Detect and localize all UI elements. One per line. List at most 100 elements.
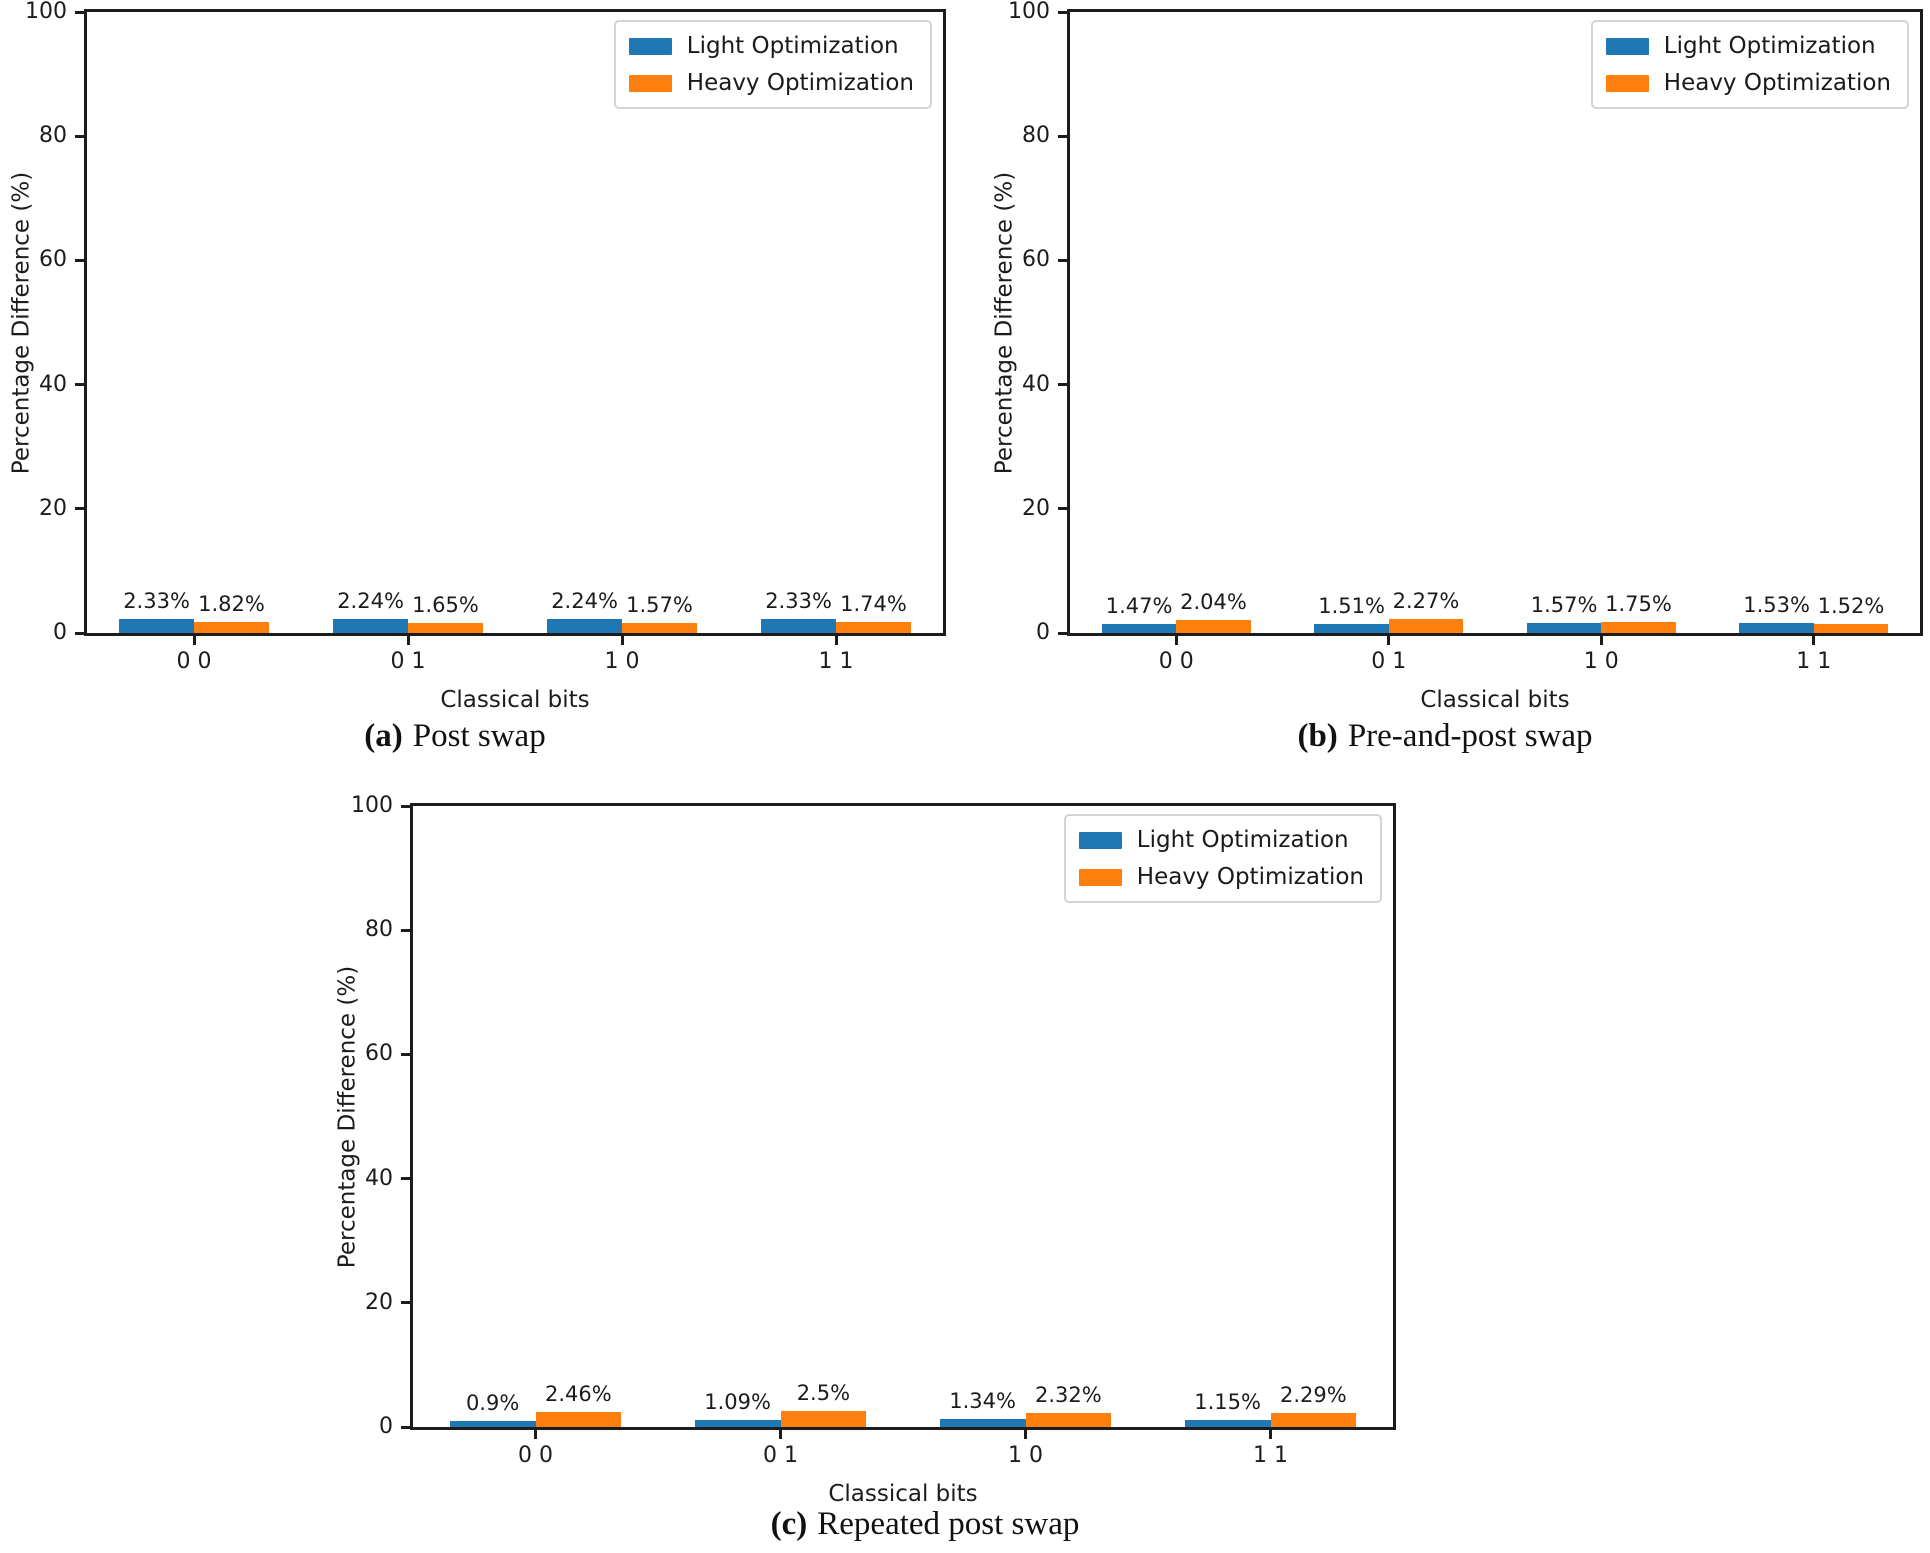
- bar-light-optimization: [1101, 623, 1177, 633]
- x-tick-label: 1 0: [1008, 1443, 1043, 1468]
- bar-light-optimization: [1526, 623, 1602, 633]
- legend-label: Heavy Optimization: [1663, 70, 1891, 96]
- bar-value-label: 1.82%: [198, 591, 265, 616]
- legend-item: Light Optimization: [1078, 825, 1364, 855]
- y-tick-label: 20: [1022, 495, 1050, 521]
- legend-item: Light Optimization: [1605, 31, 1891, 61]
- x-axis-label: Classical bits: [440, 687, 590, 713]
- bar-heavy-optimization: [1176, 620, 1251, 633]
- x-tick-mark: [192, 636, 196, 645]
- y-tick-label: 40: [1022, 371, 1050, 397]
- bar-value-label: 0.9%: [465, 1391, 520, 1416]
- y-axis-label: Percentage Difference (%): [8, 171, 34, 474]
- y-tick-label: 0: [53, 620, 67, 645]
- bar-heavy-optimization: [535, 1411, 622, 1427]
- chart-b-pre-and-post-swap: (b) Pre-and-post swap 0 20 40 60 80 100 Percent…: [965, 0, 1930, 790]
- bar-heavy-optimization: [780, 1411, 867, 1427]
- x-tick-label: 0 1: [1371, 649, 1407, 674]
- y-tick-label: 0: [1036, 620, 1050, 645]
- chart-caption: (b) Pre-and-post swap: [1125, 714, 1765, 758]
- legend-swatch-heavy-optimization: [628, 74, 672, 92]
- bar-heavy-optimization: [1813, 623, 1889, 633]
- bar-value-label: 2.29%: [1280, 1382, 1347, 1407]
- y-tick-label: 60: [365, 1041, 393, 1067]
- bar-light-optimization: [1739, 623, 1814, 633]
- x-tick-label: 0 1: [390, 649, 426, 674]
- bar-heavy-optimization: [1388, 618, 1464, 633]
- bar-value-label: 2.33%: [765, 588, 832, 613]
- bar-value-label: 2.04%: [1180, 590, 1247, 615]
- y-tick-label: 100: [351, 793, 393, 818]
- bar-light-optimization: [939, 1418, 1026, 1427]
- caption-text: Repeated post swap: [817, 1506, 1080, 1542]
- legend-swatch-heavy-optimization: [1605, 74, 1649, 92]
- y-tick-label: 20: [365, 1289, 393, 1315]
- legend: Light Optimization Heavy Optimization: [1590, 20, 1909, 109]
- x-tick-mark: [834, 636, 838, 645]
- chart-c-repeated-post-swap: (c) Repeated post swap 0 20 40 60 80 100 Percen…: [0, 790, 1930, 1553]
- bar-heavy-optimization: [194, 621, 269, 633]
- bar-value-label: 2.33%: [123, 588, 190, 613]
- plot-area: [1067, 9, 1923, 636]
- bar-value-label: 1.09%: [704, 1390, 771, 1415]
- bar-value-label: 1.75%: [1605, 592, 1672, 617]
- bar-light-optimization: [119, 618, 194, 633]
- x-tick-mark: [534, 1430, 537, 1439]
- plot-area: [410, 803, 1396, 1430]
- legend-label: Heavy Optimization: [686, 70, 914, 96]
- y-tick-label: 100: [25, 0, 67, 24]
- y-tick-label: 40: [365, 1165, 393, 1191]
- bar-light-optimization: [1314, 623, 1389, 633]
- x-tick-label: 0 0: [176, 649, 212, 674]
- x-tick-label: 0 0: [1158, 649, 1194, 674]
- y-tick-mark: [75, 631, 84, 635]
- bar-value-label: 1.57%: [1530, 593, 1598, 618]
- y-tick-mark: [1058, 383, 1067, 387]
- x-tick-mark: [1174, 636, 1178, 645]
- bar-light-optimization: [1184, 1419, 1271, 1427]
- y-tick-mark: [75, 10, 84, 14]
- caption-text: Post swap: [412, 718, 546, 754]
- bar-heavy-optimization: [836, 622, 911, 633]
- bar-light-optimization: [547, 619, 622, 633]
- chart-a-post-swap: (a) Post swap 0 20 40 60 80 100 Percentage Diff…: [0, 0, 965, 790]
- x-tick-mark: [779, 1430, 782, 1439]
- y-tick-mark: [75, 258, 84, 262]
- x-tick-label: 1 0: [604, 649, 640, 674]
- chart-caption: (c) Repeated post swap: [605, 1502, 1245, 1546]
- bar-value-label: 1.65%: [412, 592, 479, 617]
- x-tick-mark: [1599, 636, 1603, 645]
- y-tick-label: 100: [1008, 0, 1050, 24]
- y-tick-label: 60: [39, 247, 67, 273]
- y-tick-mark: [1058, 10, 1067, 14]
- y-tick-label: 80: [1022, 123, 1050, 149]
- bar-heavy-optimization: [622, 623, 697, 633]
- y-tick-label: 0: [379, 1414, 393, 1439]
- x-tick-label: 1 1: [818, 649, 854, 674]
- legend-label: Light Optimization: [1136, 827, 1349, 853]
- y-tick-mark: [75, 383, 84, 387]
- bar-value-label: 2.27%: [1392, 588, 1460, 613]
- caption-tag: (b): [1297, 718, 1338, 754]
- chart-caption: (a) Post swap: [135, 714, 775, 758]
- legend-label: Light Optimization: [1663, 33, 1876, 59]
- y-tick-label: 80: [365, 917, 393, 943]
- legend-item: Light Optimization: [628, 31, 914, 61]
- bar-value-label: 1.15%: [1194, 1389, 1261, 1414]
- x-tick-mark: [1387, 636, 1391, 645]
- y-axis-label: Percentage Difference (%): [991, 171, 1017, 474]
- legend-item: Heavy Optimization: [1078, 862, 1364, 892]
- y-tick-mark: [1058, 134, 1067, 138]
- x-tick-label: 1 1: [1796, 649, 1832, 674]
- bar-value-label: 2.5%: [796, 1381, 851, 1406]
- legend-item: Heavy Optimization: [628, 68, 914, 98]
- y-tick-label: 20: [39, 495, 67, 521]
- y-tick-mark: [401, 1177, 410, 1181]
- x-axis-label: Classical bits: [828, 1481, 978, 1507]
- bar-value-label: 1.74%: [840, 592, 907, 617]
- bar-value-label: 1.34%: [949, 1388, 1016, 1413]
- legend-label: Heavy Optimization: [1136, 864, 1364, 890]
- y-axis-label: Percentage Difference (%): [334, 965, 360, 1268]
- bar-light-optimization: [449, 1421, 536, 1427]
